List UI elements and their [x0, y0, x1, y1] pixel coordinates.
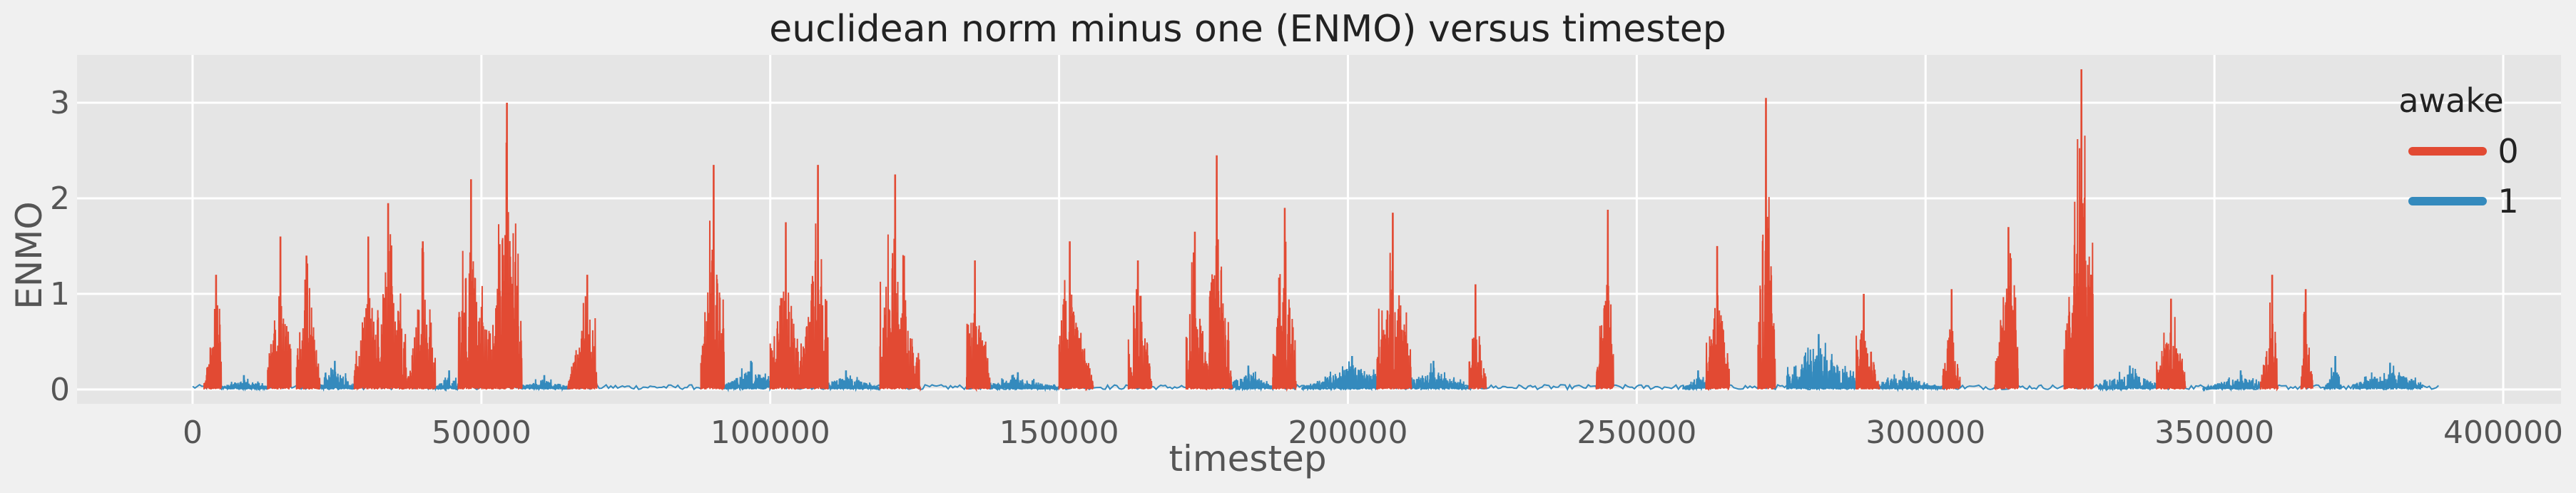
plot-area [77, 55, 2561, 404]
series-layer [192, 69, 2439, 392]
x-tick-label: 150000 [999, 415, 1119, 451]
series-0-burst [1272, 208, 1297, 392]
series-0-burst [966, 260, 991, 392]
series-0-burst [700, 165, 726, 391]
x-tick-label: 0 [183, 415, 203, 451]
series-1-burst [319, 360, 355, 392]
series-1-burst [723, 360, 771, 392]
x-axis-label: timestep [1169, 438, 1326, 479]
series-0-burst [2300, 289, 2313, 390]
series-0-burst [457, 179, 494, 391]
series-0-burst [879, 174, 922, 392]
tick-labels: 0 50000 100000 150000 200000 250000 300000 3500… [50, 85, 2563, 451]
series-1-burst [521, 375, 569, 392]
series-0-burst [1595, 209, 1614, 390]
series-1-burst [2323, 355, 2343, 391]
series-1-burst [434, 370, 459, 392]
series-1-burst [1231, 365, 1274, 392]
series-1-burst [2098, 365, 2157, 392]
series-0-burst [798, 165, 829, 390]
series-0-burst [567, 275, 598, 390]
series-0-burst [1208, 155, 1233, 390]
series-1-burst [1878, 370, 1944, 392]
legend-title: awake [2398, 81, 2503, 120]
series-0-burst [492, 102, 523, 390]
legend-label-0: 0 [2498, 132, 2518, 171]
series-0-burst [1058, 241, 1094, 392]
series-0-burst [377, 203, 413, 390]
series-0-burst [1468, 284, 1487, 390]
series-1-burst [2352, 362, 2423, 391]
series-1-burst [989, 372, 1060, 392]
y-tick-label: 1 [50, 276, 70, 312]
series-0-burst [295, 255, 321, 390]
series-1-burst [2201, 370, 2261, 392]
series-1-burst [827, 370, 881, 392]
series-0-burst [2063, 69, 2094, 390]
series-1-burst [1300, 355, 1378, 392]
y-tick-label: 3 [50, 85, 70, 121]
series-0-burst [769, 222, 800, 390]
legend: awake 0 1 [2398, 81, 2518, 220]
series-0-burst [411, 241, 437, 390]
series-0-burst [1185, 231, 1211, 391]
series-1-burst [220, 375, 269, 392]
y-axis-label: ENMO [9, 201, 50, 310]
series-1-burst [1786, 334, 1858, 391]
series-0-burst [1942, 289, 1961, 390]
series-0-burst [1757, 98, 1776, 390]
x-tick-label: 250000 [1577, 415, 1696, 451]
series-0-burst [353, 236, 379, 391]
x-tick-label: 400000 [2443, 415, 2563, 451]
series-0-burst [267, 236, 292, 390]
series-0-burst [1376, 213, 1412, 391]
y-tick-label: 0 [50, 372, 70, 408]
chart-title: euclidean norm minus one (ENMO) versus t… [769, 8, 1726, 51]
series-0-burst [1127, 260, 1153, 390]
y-tick-label: 2 [50, 181, 70, 217]
x-tick-label: 100000 [711, 415, 830, 451]
x-tick-label: 350000 [2154, 415, 2274, 451]
x-tick-label: 200000 [1288, 415, 1408, 451]
series-0-burst [1705, 245, 1731, 392]
series-0-burst [1855, 293, 1880, 390]
series-1-burst [1410, 360, 1470, 391]
series-0-burst [2156, 298, 2186, 390]
series-0-burst [203, 275, 223, 390]
series-0-burst [1994, 227, 2019, 391]
x-tick-label: 50000 [432, 415, 531, 451]
x-tick-label: 300000 [1865, 415, 1985, 451]
series-0-burst [2259, 275, 2279, 392]
series-1-burst [1682, 370, 1707, 392]
legend-label-1: 1 [2498, 182, 2518, 220]
